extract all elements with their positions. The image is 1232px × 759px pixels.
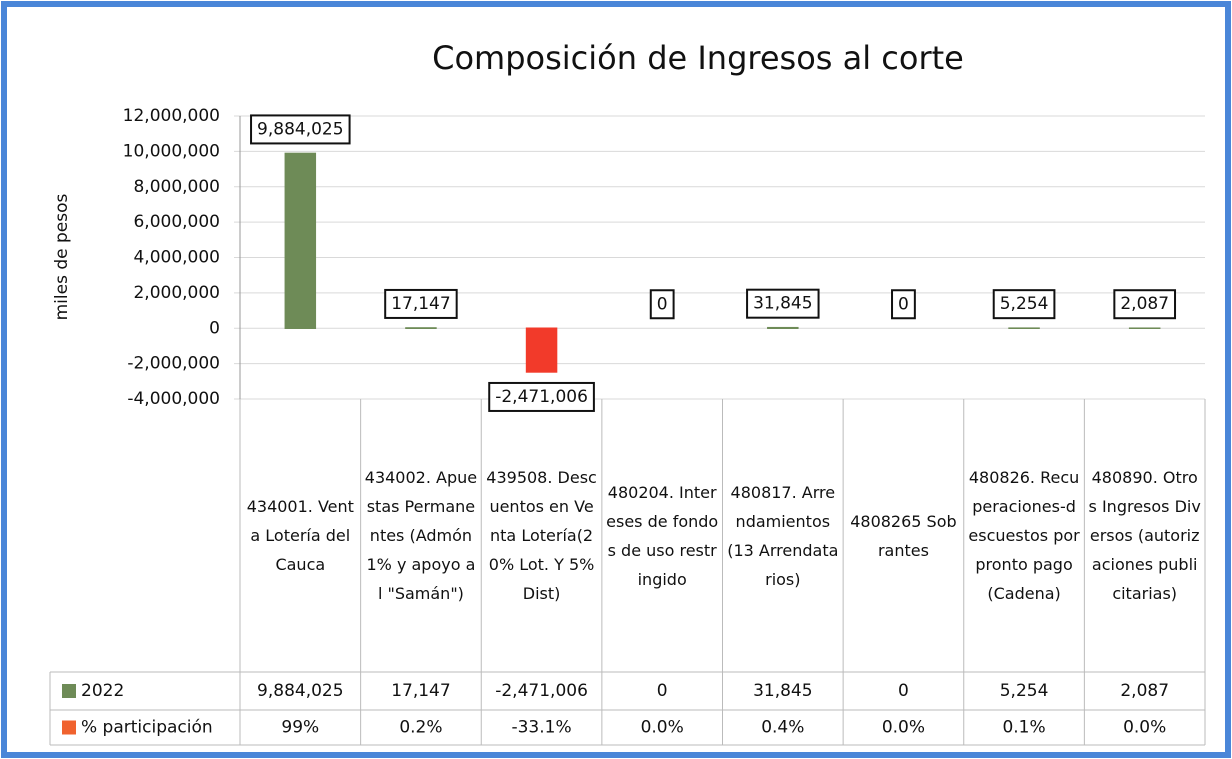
data-label-box [488,381,595,412]
data-label-box [250,114,351,145]
x-tick-label: 480204. Intereses de fondos de uso restr… [606,482,719,589]
y-tick-label: -4,000,000 [127,389,220,409]
data-label: 31,845 [746,288,820,319]
category-cell: 480826. Recuperaciones-descuestos por pr… [968,468,1080,603]
data-label-text: 0 [898,294,909,314]
data-label: 5,254 [992,289,1056,320]
category-cell: 434001. Venta Lotería del Cauca [246,497,354,574]
data-label: -2,471,006 [488,381,595,412]
data-label: 0 [649,289,675,320]
data-label-box [384,288,458,319]
data-label-box [1113,289,1177,320]
legend-label: 2022 [81,681,124,701]
data-label-text: 5,254 [1000,294,1049,314]
data-label-box [746,288,820,319]
y-tick-label: 0 [209,318,220,338]
table-value: 31,845 [753,681,812,701]
table-value: 0 [898,681,909,701]
table-value: 17,147 [391,681,450,701]
table-value: 0 [657,681,668,701]
legend-label: % participación [81,718,213,738]
category-cell: 434002. Apuestas Permanentes (Admón 1% y… [364,468,478,603]
y-tick-label: 4,000,000 [133,248,220,268]
category-cell: 480817. Arrendamientos (13 Arrendatarios… [727,482,839,589]
category-cell: 480204. Intereses de fondos de uso restr… [606,482,719,589]
legend-swatch [62,684,76,698]
table-value: 0.4% [761,718,804,738]
data-label-box [649,289,675,320]
y-tick-label: 10,000,000 [123,141,220,161]
y-tick-label: 8,000,000 [133,177,220,197]
data-label-text: 9,884,025 [257,119,344,139]
x-tick-label: 439508. Descuentos en Venta Lotería(20% … [486,468,597,603]
table-value: 0.1% [1002,718,1045,738]
y-tick-label: 2,000,000 [133,283,220,303]
x-tick-label: 434001. Venta Lotería del Cauca [246,497,354,574]
x-tick-label: 434002. Apuestas Permanentes (Admón 1% y… [364,468,478,603]
table-value: 5,254 [1000,681,1049,701]
bar [767,326,799,329]
x-tick-label: 480817. Arrendamientos (13 Arrendatarios… [727,482,839,589]
x-tick-label: 4808265 Sobrantes [850,511,957,560]
category-cell: 480890. Otros Ingresos Diversos (autoriz… [1088,468,1201,603]
table-value: 0.0% [1123,718,1166,738]
category-cell: 439508. Descuentos en Venta Lotería(20% … [486,468,597,603]
y-tick-label: -2,000,000 [127,354,220,374]
data-label-text: 2,087 [1120,294,1169,314]
data-label-text: 0 [657,294,668,314]
y-tick-label: 6,000,000 [133,212,220,232]
chart-title: Composición de Ingresos al corte [432,39,964,77]
y-axis-title: miles de pesos [52,193,72,320]
category-cell: 4808265 Sobrantes [850,511,957,560]
bar [284,152,317,329]
data-label: 17,147 [384,288,458,319]
table-value: 0.2% [399,718,442,738]
data-label: 0 [891,289,916,320]
bar [525,327,558,373]
y-tick-label: 12,000,000 [123,106,220,126]
data-label-text: 31,845 [753,294,812,314]
table-value: -33.1% [511,718,571,738]
table-value: -2,471,006 [495,681,588,701]
x-tick-label: 480826. Recuperaciones-descuestos por pr… [968,468,1080,603]
data-label-box [992,289,1056,320]
table-value: 2,087 [1120,681,1169,701]
x-tick-label: 480890. Otros Ingresos Diversos (autoriz… [1088,468,1201,603]
data-label-box [891,289,916,320]
data-label-text: -2,471,006 [495,387,588,407]
legend-swatch [62,720,76,735]
data-label-text: 17,147 [391,294,450,314]
table-value: 0.0% [882,718,925,738]
table-value: 9,884,025 [257,681,344,701]
data-label: 9,884,025 [250,114,351,145]
table-value: 0.0% [641,718,684,738]
table-value: 99% [281,718,319,738]
data-label: 2,087 [1113,289,1177,320]
